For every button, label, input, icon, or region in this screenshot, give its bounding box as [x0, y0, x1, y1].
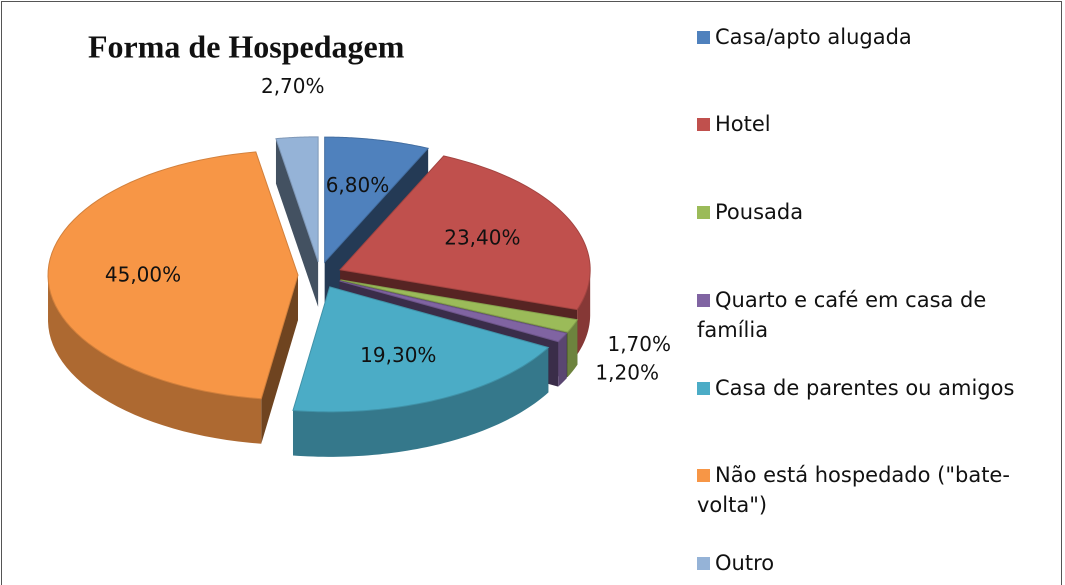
data-label: 2,70%: [261, 74, 325, 98]
slice: [47, 151, 299, 444]
data-label: 1,70%: [607, 332, 671, 356]
slice-top: [324, 136, 430, 264]
slice-wall: [48, 276, 262, 444]
slice-top: [47, 151, 299, 400]
slice-side: [275, 138, 319, 307]
legend-item: Quarto e café em casa de família: [697, 285, 1057, 345]
slice-wall: [567, 319, 578, 378]
chart-title: Forma de Hospedagem: [88, 28, 405, 64]
legend-item: Hotel: [697, 109, 1057, 139]
slice-wall: [558, 333, 567, 387]
legend-swatch: [697, 294, 710, 307]
legend-swatch: [697, 557, 710, 570]
slice-wall: [292, 347, 549, 457]
legend-label: Outro: [715, 551, 775, 575]
slice: [275, 136, 319, 307]
legend-swatch: [697, 206, 710, 219]
slice-top: [275, 136, 319, 263]
legend-item: Casa/apto alugada: [697, 22, 1057, 52]
slice-top: [340, 279, 579, 333]
legend-label: Casa/apto alugada: [715, 25, 912, 49]
data-label: 45,00%: [105, 262, 181, 286]
legend-item: Não está hospedado ("bate-volta"): [697, 460, 1057, 520]
legend-swatch: [697, 469, 710, 482]
slice-top: [339, 155, 591, 311]
data-label: 1,20%: [595, 360, 659, 384]
legend-label: Casa de parentes ou amigos: [715, 376, 1015, 400]
legend-swatch: [697, 382, 710, 395]
slice-side: [261, 275, 299, 444]
legend-swatch: [697, 118, 710, 131]
data-label: 6,80%: [326, 173, 390, 197]
slice-top: [292, 286, 550, 413]
data-label: 23,40%: [444, 225, 520, 249]
slice-wall: [577, 270, 591, 355]
legend-item: Pousada: [697, 197, 1057, 227]
legend-item: Outro: [697, 548, 1057, 578]
legend-label: Pousada: [715, 200, 804, 224]
legend-label: Hotel: [715, 112, 771, 136]
legend-label: Não está hospedado ("bate-volta"): [697, 463, 1010, 517]
legend-item: Casa de parentes ou amigos: [697, 373, 1057, 403]
legend-label: Quarto e café em casa de família: [697, 288, 987, 342]
slice-top: [339, 280, 568, 343]
legend-swatch: [697, 31, 710, 44]
data-label: 19,30%: [360, 343, 436, 367]
slice: [292, 286, 550, 457]
